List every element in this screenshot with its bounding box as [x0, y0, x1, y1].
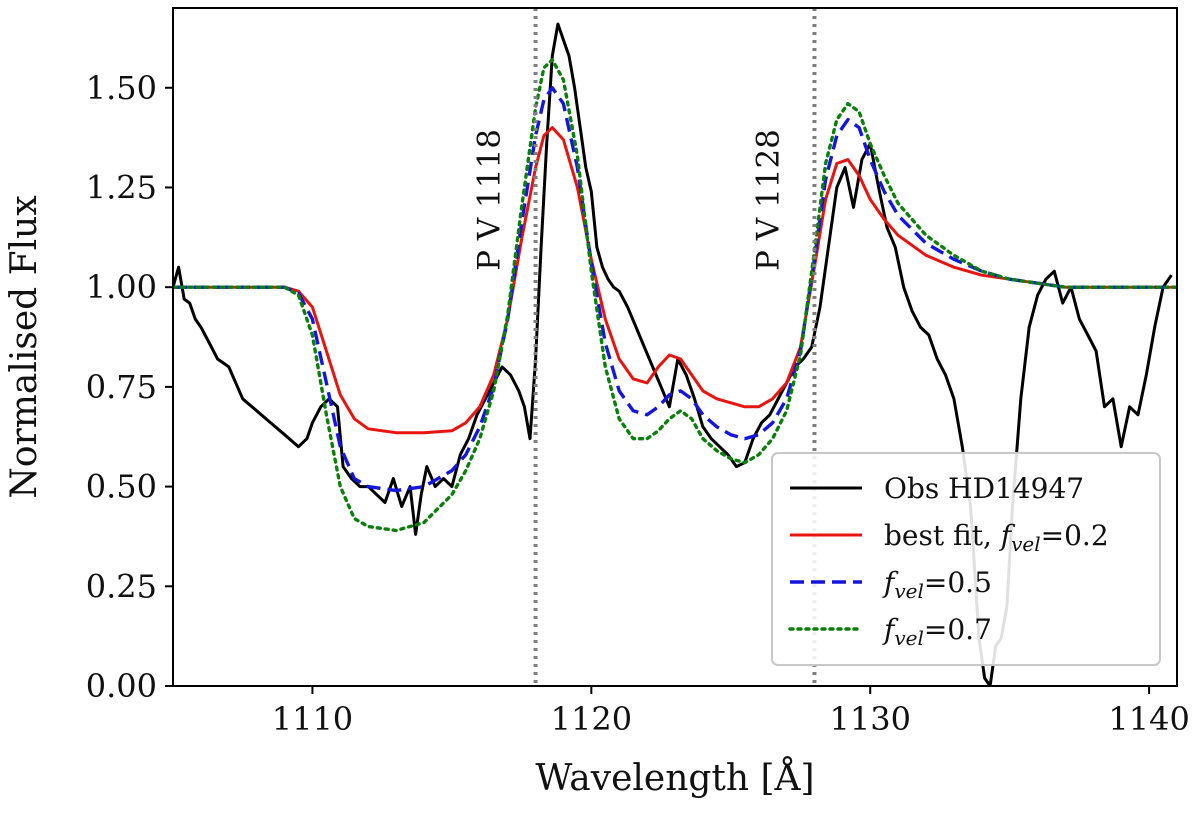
y-tick-label-4: 1.00 [86, 268, 157, 306]
y-tick-label-1: 0.25 [86, 567, 157, 605]
reference-line-label-1: P V 1128 [750, 129, 786, 271]
legend-label-1: best fit, fvel=0.2 [884, 519, 1109, 556]
y-tick-label-2: 0.50 [86, 468, 157, 506]
legend-label-0: Obs HD14947 [884, 472, 1084, 505]
series-line-2 [173, 86, 1177, 493]
plot-frame [172, 7, 1178, 687]
y-axis-label: Normalised Flux [4, 195, 45, 498]
series-line-1 [173, 126, 1177, 435]
x-axis-label: Wavelength [Å] [535, 757, 814, 799]
y-tick-label-6: 1.50 [86, 69, 157, 107]
x-tick-label-3: 1140 [1108, 700, 1189, 738]
reference-lines [533, 8, 817, 686]
x-tick-label-0: 1110 [272, 700, 353, 738]
reference-line-labels: P V 1118 P V 1128 [472, 129, 787, 271]
x-tick-label-2: 1130 [830, 700, 911, 738]
series-line-3 [173, 58, 1177, 533]
legend-frame [771, 452, 1161, 666]
axis-ticks: 1110 1120 1130 1140 0.00 0.25 0.50 0.75 1.00 1.25… [86, 69, 1190, 738]
y-tick-label-3: 0.75 [86, 368, 157, 406]
x-tick-label-1: 1120 [551, 700, 632, 738]
y-tick-label-5: 1.25 [86, 168, 157, 206]
legend-label-3: fvel=0.7 [882, 613, 992, 650]
y-tick-label-0: 0.00 [86, 667, 157, 705]
reference-line-label-0: P V 1118 [472, 129, 508, 271]
